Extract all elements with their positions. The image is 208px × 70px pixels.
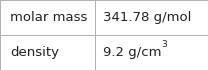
- Text: density: density: [10, 46, 59, 59]
- Text: 9.2 g/cm: 9.2 g/cm: [103, 46, 161, 59]
- Text: 3: 3: [161, 40, 167, 49]
- Text: molar mass: molar mass: [10, 11, 88, 24]
- Text: 341.78 g/mol: 341.78 g/mol: [103, 11, 191, 24]
